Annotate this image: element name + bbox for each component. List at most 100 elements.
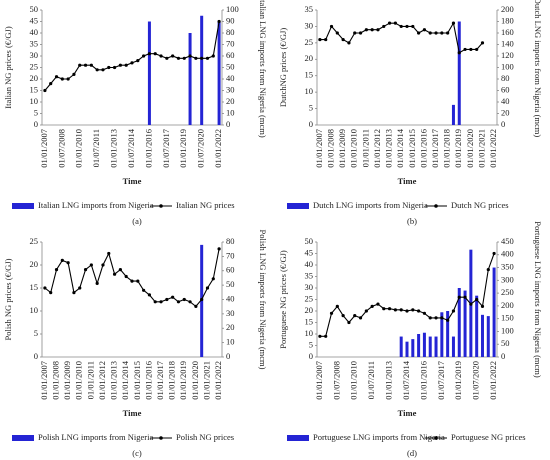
price-marker [463,295,467,299]
y2-tick-label: 250 [501,287,514,297]
bar [217,21,221,125]
y2-tick-label: 0 [226,351,230,361]
y-tick-label: 45 [305,247,314,257]
x-tick-label: 01/01/2011 [85,361,95,399]
price-marker [217,19,221,24]
y-tick-label: 20 [305,305,314,315]
price-marker [136,279,140,283]
x-tick-label: 01/01/2013 [109,361,119,400]
x-tick-label: 01/01/2020 [190,361,200,400]
price-marker [341,314,345,318]
bar [457,21,461,125]
y-tick-label: 10 [30,96,39,106]
x-tick-label: 01/01/2011 [360,129,370,167]
x-tick-label: 01/07/2014 [401,360,411,399]
bar [480,314,484,357]
price-marker [147,52,152,56]
price-marker [457,51,461,55]
y2-tick-label: 100 [501,325,514,335]
legend-marker [159,436,163,440]
price-marker [83,268,88,272]
price-marker [370,28,374,32]
price-marker [324,37,328,42]
price-marker [451,309,456,313]
price-marker [101,263,105,267]
y2-tick-label: 40 [226,73,235,83]
x-tick-label: 01/07/2014 [126,128,136,167]
x-tick-label: 01/01/2007 [314,361,324,400]
price-marker [159,54,163,58]
price-marker [382,24,386,29]
y-tick-label: 50 [305,236,314,246]
bar [434,336,438,357]
price-marker [417,31,421,35]
price-marker [358,316,363,320]
y-axis-label: Italian NG prices (€/GJ) [3,26,13,109]
price-marker [142,288,146,292]
price-marker [165,56,169,60]
y-tick-label: 15 [30,282,39,292]
price-marker [147,293,152,297]
price-marker [434,31,438,35]
y-tick-label: 40 [305,259,314,269]
y-tick-label: 50 [30,4,39,14]
y2-tick-label: 60 [226,265,235,275]
price-marker [130,279,134,283]
y2-tick-label: 30 [226,308,235,318]
x-axis-label: Time [398,408,417,418]
price-marker [176,300,181,304]
x-tick-label: 01/01/2012 [97,361,107,400]
price-marker [211,277,215,281]
price-marker [217,247,221,251]
bar [428,336,432,357]
price-marker [335,31,339,35]
price-marker [422,311,427,315]
y-tick-label: 10 [305,328,314,338]
y-tick-label: 25 [30,61,39,71]
panel-label: (d) [407,448,417,458]
y2-tick-label: 60 [226,50,235,60]
y-tick-label: 45 [30,15,39,25]
price-marker [49,291,53,295]
y-axis-label: DutchNG prices (€/GJ) [278,28,288,107]
y-tick-label: 35 [305,270,314,280]
y2-tick-label: 450 [501,236,514,246]
price-marker [118,63,122,67]
x-tick-label: 01/07/2017 [161,129,171,168]
price-marker [324,334,328,338]
price-marker [440,316,444,320]
y2-axis-label: Portuguese LNG imports from Nigeria (mcm… [533,221,543,378]
price-marker [153,300,157,304]
x-axis-label: Time [123,408,142,418]
x-tick-label: 01/01/2010 [74,129,84,168]
x-tick-label: 01/07/2020 [196,129,206,168]
x-tick-label: 01/01/2010 [349,129,359,168]
price-marker [130,61,134,65]
price-marker [194,304,198,308]
price-marker [142,54,146,58]
price-marker [417,309,421,313]
y2-tick-label: 150 [501,313,514,323]
price-marker [469,47,473,52]
y2-tick-label: 50 [501,338,510,348]
price-marker [72,72,76,76]
x-tick-label: 01/01/2016 [418,361,428,400]
price-marker [182,297,186,302]
y2-tick-label: 70 [226,38,235,48]
price-marker [353,314,357,318]
x-tick-label: 01/01/2016 [143,129,153,168]
y2-tick-label: 40 [501,96,510,106]
price-marker [194,56,198,60]
x-tick-label: 01/01/2007 [314,129,324,168]
price-marker [43,286,47,290]
y-tick-label: 0 [309,351,313,361]
price-marker [364,28,368,32]
price-marker [66,77,70,81]
y2-tick-label: 20 [226,322,235,332]
price-marker [475,297,479,302]
panel-label: (a) [132,216,142,226]
price-marker [78,286,82,290]
y2-tick-label: 50 [226,61,235,71]
legend-swatch [12,203,34,209]
